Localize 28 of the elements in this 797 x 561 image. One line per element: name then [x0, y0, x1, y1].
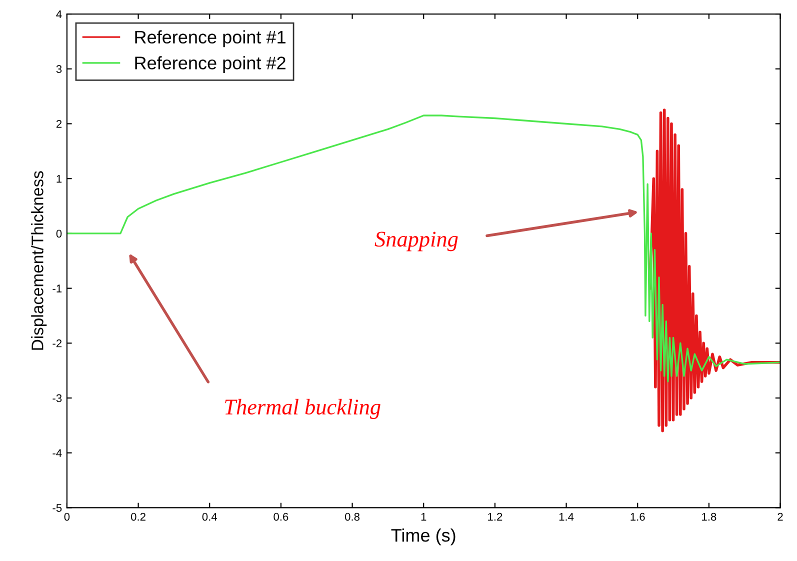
x-tick-label: 0.2: [130, 512, 146, 521]
x-tick-label: 1.2: [488, 512, 502, 521]
y-tick-label: 0: [56, 230, 62, 238]
x-tick-label: 1: [421, 512, 426, 521]
legend-label: Reference point #1: [135, 30, 286, 48]
y-tick-label: -3: [52, 394, 62, 402]
x-tick-label: 0.4: [202, 512, 218, 521]
annotation: Snapping: [374, 232, 458, 252]
x-tick-label: 0.6: [274, 512, 288, 521]
y-tick-label: 4: [56, 10, 62, 18]
x-tick-label: 2: [778, 512, 783, 521]
legend-label: Reference point #2: [135, 56, 286, 73]
x-tick-label: 1.8: [702, 512, 716, 521]
x-tick-label: 1.4: [559, 512, 574, 521]
y-tick-label: 1: [56, 174, 62, 183]
y-axis-title: Displacement/Thickness: [31, 171, 47, 350]
line-series: [66, 114, 780, 382]
x-tick-label: 0.8: [344, 512, 360, 521]
y-tick-label: -1: [52, 284, 62, 292]
x-tick-label: 1.6: [630, 512, 645, 521]
y-tick-label: -5: [52, 504, 62, 512]
annotation: Thermal buckling: [225, 398, 380, 420]
y-tick-label: 2: [56, 120, 62, 128]
y-tick-label: -4: [52, 449, 62, 457]
y-tick-label: -2: [52, 339, 62, 348]
x-tick-label: 0: [64, 512, 70, 521]
y-tick-label: 3: [56, 65, 62, 74]
x-axis-title: Time (s): [391, 528, 456, 546]
